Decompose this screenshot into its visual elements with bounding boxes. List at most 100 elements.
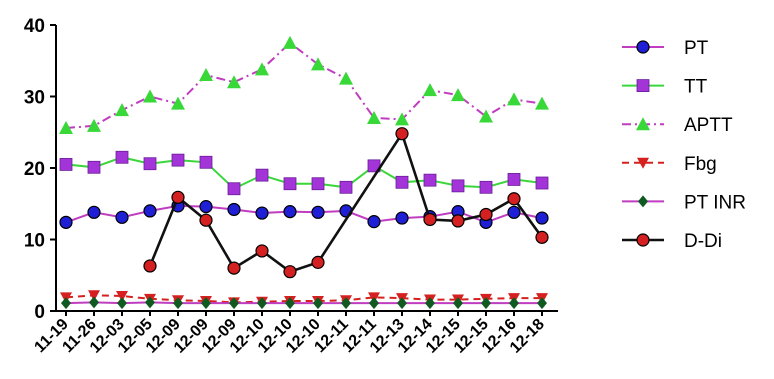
data-point: [229, 297, 239, 310]
legend-item: D-Di: [622, 231, 722, 252]
x-axis-ticks: 11-1911-2612-0312-0512-0912-0912-0912-10…: [31, 311, 548, 357]
legend-marker: [638, 195, 648, 208]
data-point: [171, 153, 185, 167]
series-tt: [59, 150, 549, 196]
y-tick-label: 30: [24, 88, 45, 109]
series-line: [65, 294, 542, 304]
data-point: [255, 62, 269, 76]
series-aptt: [59, 35, 549, 134]
data-point: [479, 109, 493, 123]
data-point: [117, 297, 127, 310]
data-point: [311, 57, 325, 71]
legend-marker: [636, 233, 650, 247]
data-point: [481, 297, 491, 310]
data-point: [507, 92, 521, 106]
data-point: [173, 297, 183, 310]
data-point: [507, 205, 521, 219]
data-point: [451, 214, 465, 228]
legend-label: PT INR: [684, 192, 746, 213]
data-point: [171, 96, 185, 110]
legend-marker: [636, 79, 650, 92]
legend-marker: [636, 117, 650, 131]
data-point: [88, 290, 100, 302]
data-point: [535, 211, 549, 225]
data-point: [535, 96, 549, 110]
data-point: [311, 205, 325, 219]
legend-label: TT: [684, 77, 708, 98]
data-point: [395, 112, 409, 126]
data-point: [507, 173, 521, 186]
data-point: [145, 296, 155, 309]
y-tick-label: 20: [24, 159, 45, 180]
data-point: [397, 297, 407, 310]
data-point: [341, 297, 351, 310]
data-point: [61, 297, 71, 310]
data-point: [395, 127, 409, 141]
legend-marker: [636, 40, 650, 54]
data-point: [479, 180, 493, 194]
legend-label: D-Di: [684, 231, 722, 252]
data-point: [451, 88, 465, 102]
data-point: [201, 297, 211, 310]
data-point: [283, 35, 297, 49]
legend-label: Fbg: [684, 154, 717, 175]
data-point: [285, 297, 295, 310]
series-line: [65, 301, 542, 305]
data-point: [171, 190, 185, 204]
data-point: [199, 155, 213, 169]
series-pt-inr: [61, 296, 547, 310]
data-point: [143, 204, 157, 218]
data-point: [143, 259, 157, 273]
series-line: [65, 156, 543, 190]
data-point: [87, 118, 101, 132]
legend-label: PT: [684, 38, 709, 59]
legend: PT TT APTT Fbg PT INR D-Di: [622, 38, 746, 252]
y-axis-ticks: 0 10 20 30 40: [24, 16, 56, 323]
chart-axes: [55, 25, 558, 312]
data-point: [395, 211, 409, 225]
data-point: [311, 255, 325, 269]
data-point: [87, 160, 101, 174]
data-point: [507, 192, 521, 206]
legend-item: PT INR: [622, 192, 746, 213]
y-tick-label: 40: [24, 16, 45, 37]
data-point: [227, 75, 241, 89]
data-point: [339, 180, 353, 194]
data-point: [59, 215, 73, 229]
data-point: [199, 68, 213, 82]
data-point: [227, 182, 241, 196]
legend-item: Fbg: [622, 154, 717, 175]
data-point: [423, 212, 437, 227]
data-point: [283, 177, 297, 191]
data-point: [116, 290, 128, 302]
data-point: [257, 297, 267, 310]
data-point: [395, 175, 409, 189]
data-point: [255, 168, 269, 182]
data-point: [535, 176, 549, 190]
data-point: [423, 83, 437, 97]
data-point: [255, 206, 269, 220]
data-point: [339, 71, 353, 85]
data-point: [227, 202, 241, 217]
data-point: [227, 261, 241, 275]
data-point: [369, 297, 379, 310]
data-point: [423, 173, 437, 187]
series-d-di: [143, 127, 549, 279]
data-point: [59, 120, 73, 134]
series-line: [65, 41, 543, 129]
data-point: [425, 297, 435, 310]
legend-item: TT: [622, 77, 708, 98]
data-point: [535, 230, 549, 244]
data-point: [59, 158, 73, 171]
data-point: [199, 200, 213, 214]
data-point: [367, 215, 381, 229]
data-point: [509, 297, 519, 310]
data-point: [311, 177, 325, 191]
y-tick-label: 0: [34, 302, 45, 323]
data-point: [143, 157, 157, 171]
legend-item: PT: [622, 38, 709, 59]
data-point: [115, 150, 129, 164]
data-point: [115, 103, 129, 117]
series-layer: [59, 35, 549, 310]
